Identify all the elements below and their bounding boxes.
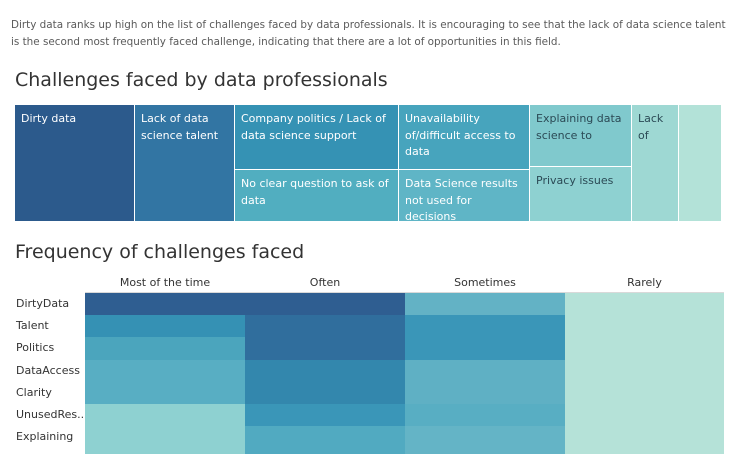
treemap-cell[interactable]: Unavailability of/difficult access to da… [399, 105, 530, 170]
heatmap-column-label: Most of the time [119, 276, 211, 289]
heatmap-cell[interactable] [405, 404, 565, 427]
heatmap-column-label: Rarely [627, 276, 662, 289]
heatmap-cell[interactable] [245, 293, 405, 316]
heatmap-cell[interactable] [245, 404, 405, 427]
heatmap-cell[interactable] [85, 426, 245, 454]
heatmap-cell[interactable] [85, 359, 245, 383]
heatmap-row-label: UnusedRes.. [16, 408, 85, 421]
heatmap-row-label: Politics [16, 341, 55, 355]
heatmap-row-label: DirtyData [16, 297, 70, 310]
heatmap-cell[interactable] [245, 359, 405, 383]
heatmap-cell[interactable] [405, 293, 565, 316]
treemap-cell[interactable]: No clear question to ask of data [235, 170, 399, 222]
heatmap-cell[interactable] [405, 315, 565, 338]
heatmap-row-label: DataAccess [16, 363, 80, 377]
heatmap-cell[interactable] [405, 381, 565, 405]
heatmap-cell[interactable] [565, 381, 724, 405]
heatmap-cell[interactable] [85, 404, 245, 427]
heatmap-cell[interactable] [565, 315, 724, 338]
heatmap-row-label: Clarity [16, 385, 52, 399]
heatmap-column-label: Sometimes [454, 276, 516, 289]
heatmap-cell[interactable] [405, 359, 565, 383]
heatmap-cell[interactable] [565, 359, 724, 383]
heatmap-cell[interactable] [565, 404, 724, 427]
heatmap-cell[interactable] [405, 426, 565, 454]
heatmap-row-label: Talent [16, 319, 49, 333]
heatmap-cell[interactable] [245, 426, 405, 454]
heatmap-header-divider [85, 292, 724, 293]
treemap-cell[interactable] [679, 105, 722, 222]
heatmap-column-label: Often [309, 276, 341, 289]
heatmap-cell[interactable] [565, 426, 724, 454]
heatmap-cell[interactable] [85, 293, 245, 316]
intro-text: Dirty data ranks up high on the list of … [11, 19, 726, 48]
heatmap-title: Frequency of challenges faced [15, 241, 305, 263]
heatmap-cell[interactable] [565, 293, 724, 316]
treemap-cell[interactable]: Lack of [632, 105, 679, 222]
heatmap-cell[interactable] [405, 337, 565, 361]
heatmap-cell[interactable] [245, 337, 405, 361]
treemap-cell[interactable]: Privacy issues [530, 167, 632, 222]
heatmap-cell[interactable] [245, 381, 405, 405]
heatmap-cell[interactable] [85, 315, 245, 338]
treemap-title: Challenges faced by data professionals [15, 69, 388, 91]
treemap-cell[interactable]: Explaining data science to [530, 105, 632, 167]
treemap-cell[interactable]: Lack of data science talent [135, 105, 235, 222]
heatmap-cell[interactable] [85, 381, 245, 405]
treemap-cell[interactable]: Data Science results not used for decisi… [399, 170, 530, 222]
heatmap-row-label: Explaining [16, 430, 74, 444]
treemap-cell[interactable]: Company politics / Lack of data science … [235, 105, 399, 170]
heatmap-cell[interactable] [85, 337, 245, 361]
heatmap-cell[interactable] [245, 315, 405, 338]
heatmap-cell[interactable] [565, 337, 724, 361]
treemap-cell[interactable]: Dirty data [15, 105, 135, 222]
